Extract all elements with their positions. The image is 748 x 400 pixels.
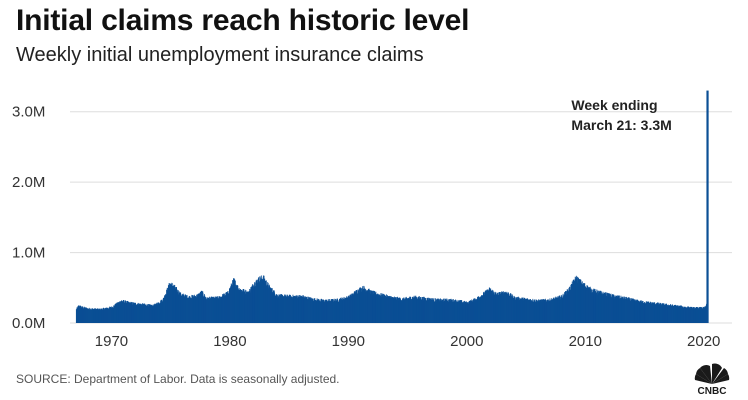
annotations: Week ending March 21: 3.3M <box>571 97 671 133</box>
y-axis-ticks: 0.0M 1.0M 2.0M 3.0M <box>12 104 45 332</box>
chart-title: Initial claims reach historic level <box>16 4 470 37</box>
x-tick-label: 2000 <box>450 333 483 350</box>
y-tick-label: 3.0M <box>12 104 45 121</box>
x-tick-label: 1980 <box>213 333 246 350</box>
cnbc-logo-text: CNBC <box>698 386 727 396</box>
x-tick-label: 1990 <box>332 333 365 350</box>
peacock-icon <box>694 363 730 384</box>
cnbc-logo: CNBC <box>694 363 730 396</box>
chart-subtitle: Weekly initial unemployment insurance cl… <box>16 44 424 66</box>
spike-bar <box>706 90 709 323</box>
y-tick-label: 1.0M <box>12 245 45 262</box>
y-tick-label: 0.0M <box>12 315 45 332</box>
annotation-text: March 21: 3.3M <box>571 117 671 133</box>
x-tick-label: 2010 <box>569 333 602 350</box>
annotation-text: Week ending <box>571 97 657 113</box>
x-tick-label: 1970 <box>95 333 128 350</box>
x-axis-ticks: 1970 1980 1990 2000 2010 2020 <box>95 333 721 350</box>
y-tick-label: 2.0M <box>12 174 45 191</box>
x-tick-label: 2020 <box>687 333 720 350</box>
bars <box>75 90 709 323</box>
bar-chart: 0.0M 1.0M 2.0M 3.0M 1970 1980 1990 2000 2010 202… <box>12 90 732 350</box>
source-note: SOURCE: Department of Labor. Data is sea… <box>16 372 340 386</box>
